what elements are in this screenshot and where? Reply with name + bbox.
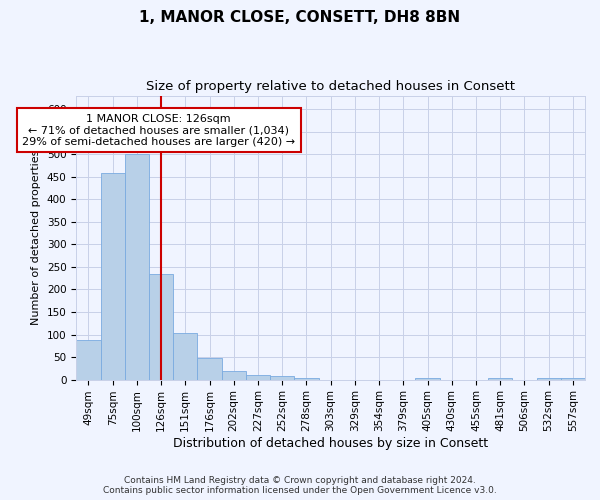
Bar (488, 378, 512, 380)
Bar (561, 378, 585, 380)
Bar (295, 378, 319, 380)
Bar (125, 154, 149, 380)
Text: 1, MANOR CLOSE, CONSETT, DH8 8BN: 1, MANOR CLOSE, CONSETT, DH8 8BN (139, 10, 461, 25)
Bar (197, 358, 221, 380)
Y-axis label: Number of detached properties: Number of detached properties (31, 150, 41, 326)
X-axis label: Distribution of detached houses by size in Consett: Distribution of detached houses by size … (173, 437, 488, 450)
Bar (270, 376, 295, 380)
Bar (246, 374, 270, 380)
Bar (173, 333, 197, 380)
Bar (221, 371, 246, 380)
Bar (101, 173, 125, 380)
Text: Contains HM Land Registry data © Crown copyright and database right 2024.
Contai: Contains HM Land Registry data © Crown c… (103, 476, 497, 495)
Bar (536, 378, 561, 380)
Bar (415, 378, 440, 380)
Bar (76, 340, 101, 380)
Bar (149, 274, 173, 380)
Text: 1 MANOR CLOSE: 126sqm
← 71% of detached houses are smaller (1,034)
29% of semi-d: 1 MANOR CLOSE: 126sqm ← 71% of detached … (22, 114, 295, 147)
Title: Size of property relative to detached houses in Consett: Size of property relative to detached ho… (146, 80, 515, 93)
